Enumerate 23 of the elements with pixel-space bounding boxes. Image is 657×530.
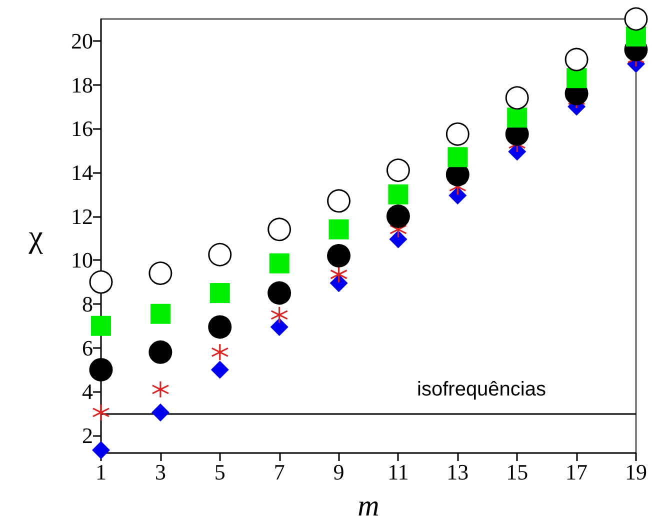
y-tick-label: 18 — [71, 72, 93, 98]
y-tick-label: 8 — [82, 291, 93, 316]
x-tick-label: 9 — [333, 460, 344, 484]
x-tick-label: 15 — [506, 460, 528, 484]
y-tick-label: 10 — [71, 248, 93, 273]
x-tick-label: 19 — [625, 460, 647, 484]
y-tick-label: 12 — [71, 204, 93, 229]
x-tick-label: 11 — [388, 460, 409, 484]
y-tick-label: 14 — [71, 160, 93, 185]
y-tick-label: 6 — [82, 335, 93, 360]
y-tick-label: 2 — [82, 422, 93, 448]
y-tick-label: 20 — [71, 28, 93, 54]
x-tick-label: 1 — [96, 460, 106, 484]
ref-line-label: isofrequências — [417, 378, 546, 401]
x-tick-label: 17 — [566, 460, 588, 484]
x-tick-label: 3 — [154, 460, 166, 484]
y-tick-label: 4 — [82, 379, 93, 404]
x-tick-label: 13 — [446, 460, 469, 484]
y-tick-label: 16 — [71, 116, 93, 142]
x-tick-label: 7 — [274, 460, 285, 484]
x-tick-label: 5 — [214, 460, 226, 484]
y-axis-title: χ — [28, 218, 44, 254]
x-axis-title: m — [358, 490, 380, 522]
